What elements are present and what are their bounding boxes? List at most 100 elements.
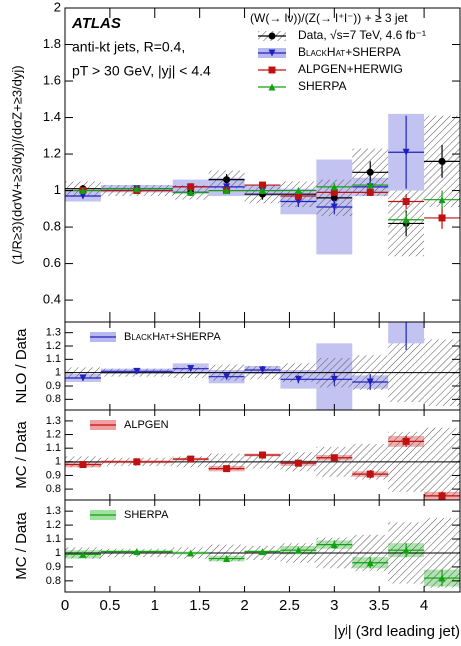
y-tick-label: 1.6 bbox=[43, 72, 61, 87]
marker bbox=[187, 549, 195, 557]
marker bbox=[366, 378, 374, 386]
plot-area bbox=[65, 113, 460, 257]
marker bbox=[330, 541, 338, 549]
x-tick-label: 1 bbox=[151, 597, 159, 614]
marker bbox=[366, 188, 374, 196]
marker bbox=[268, 66, 276, 74]
legend-label: SHERPA bbox=[298, 79, 346, 93]
marker bbox=[259, 548, 266, 556]
legend-label: BlackHat+SHERPA bbox=[298, 45, 401, 59]
marker bbox=[79, 374, 87, 382]
y-tick-label: 1.3 bbox=[46, 505, 61, 517]
marker bbox=[223, 465, 231, 473]
annotation: pT > 30 GeV, |yj| < 4.4 bbox=[72, 63, 211, 79]
marker bbox=[268, 49, 276, 57]
y-tick-label: 1.2 bbox=[46, 340, 61, 352]
y-tick-label: 1.1 bbox=[46, 533, 61, 545]
marker bbox=[187, 188, 195, 196]
x-tick-label: 0 bbox=[61, 597, 69, 614]
y-tick-label: 0.6 bbox=[43, 255, 61, 270]
annotation: anti-kt jets, R=0.4, bbox=[72, 39, 185, 55]
marker bbox=[268, 32, 276, 40]
plot-area bbox=[65, 427, 460, 500]
y-tick-label: 0.9 bbox=[46, 380, 61, 392]
marker bbox=[79, 187, 87, 195]
x-tick-label: 0.5 bbox=[99, 597, 120, 614]
marker bbox=[259, 181, 266, 189]
marker bbox=[187, 365, 195, 373]
y-tick-label: 2 bbox=[54, 0, 61, 14]
chart-title: ATLAS bbox=[71, 15, 121, 32]
y-tick-label: 1 bbox=[54, 182, 61, 197]
y-tick-label: 1.2 bbox=[46, 428, 61, 440]
marker bbox=[294, 546, 302, 554]
marker bbox=[187, 183, 195, 191]
legend-title: (W(→ lν))/(Z(→ l⁺l⁻)) + ≥ 3 jet bbox=[250, 11, 408, 25]
marker bbox=[223, 176, 231, 184]
plot-frame bbox=[64, 499, 461, 593]
marker bbox=[268, 83, 276, 91]
y-axis-label: MC / Data bbox=[13, 421, 30, 489]
marker bbox=[133, 185, 141, 193]
y-tick-label: 1.4 bbox=[43, 109, 61, 124]
y-tick-label: 1 bbox=[55, 547, 61, 559]
legend-label: ALPGEN+HERWIG bbox=[298, 62, 403, 76]
marker bbox=[402, 198, 410, 206]
marker bbox=[259, 187, 266, 195]
marker bbox=[133, 367, 141, 375]
x-tick-label: 4 bbox=[420, 597, 428, 614]
x-tick-label: 1.5 bbox=[189, 597, 210, 614]
marker bbox=[79, 192, 87, 200]
legend-label: Data, √s=7 TeV, 4.6 fb⁻¹ bbox=[298, 28, 426, 42]
marker bbox=[223, 187, 231, 195]
marker bbox=[330, 194, 338, 202]
y-tick-label: 0.8 bbox=[46, 393, 61, 405]
marker bbox=[402, 437, 410, 445]
marker bbox=[438, 214, 446, 222]
legend-label: ALPGEN bbox=[124, 419, 169, 431]
marker bbox=[294, 187, 302, 195]
marker bbox=[330, 454, 338, 462]
y-tick-label: 1.3 bbox=[46, 415, 61, 427]
marker bbox=[330, 203, 338, 211]
marker bbox=[133, 458, 141, 466]
marker bbox=[438, 157, 446, 165]
marker bbox=[366, 168, 374, 176]
y-tick-label: 0.9 bbox=[46, 561, 61, 573]
marker bbox=[259, 366, 266, 374]
x-tick-label: 3 bbox=[330, 597, 338, 614]
marker bbox=[223, 555, 231, 563]
y-tick-label: 0.8 bbox=[43, 219, 61, 234]
y-axis-label: NLO / Data bbox=[13, 328, 30, 404]
legend-label: BlackHat+SHERPA bbox=[124, 331, 221, 343]
y-tick-label: 0.8 bbox=[46, 575, 61, 587]
marker bbox=[330, 188, 338, 196]
marker bbox=[223, 373, 231, 381]
marker bbox=[402, 216, 410, 224]
y-tick-label: 1.1 bbox=[46, 442, 61, 454]
y-tick-label: 0.8 bbox=[46, 483, 61, 495]
marker bbox=[223, 183, 231, 191]
marker bbox=[79, 461, 87, 469]
y-tick-label: 1.8 bbox=[43, 36, 61, 51]
marker bbox=[366, 470, 374, 478]
marker bbox=[294, 192, 302, 200]
marker bbox=[402, 148, 410, 156]
y-tick-label: 0.4 bbox=[43, 292, 61, 307]
marker bbox=[79, 550, 87, 558]
marker bbox=[330, 375, 338, 383]
marker bbox=[402, 546, 410, 554]
x-axis-label: |yʲ| (3rd leading jet) bbox=[334, 623, 460, 640]
marker bbox=[259, 451, 266, 459]
y-axis-label: MC / Data bbox=[13, 512, 30, 580]
marker bbox=[294, 375, 302, 383]
marker bbox=[438, 196, 446, 204]
y-tick-label: 0.9 bbox=[46, 469, 61, 481]
marker bbox=[133, 548, 141, 556]
y-tick-label: 1 bbox=[55, 456, 61, 468]
marker bbox=[438, 574, 446, 582]
marker bbox=[294, 198, 302, 206]
marker bbox=[187, 455, 195, 463]
x-tick-label: 3.5 bbox=[369, 597, 390, 614]
